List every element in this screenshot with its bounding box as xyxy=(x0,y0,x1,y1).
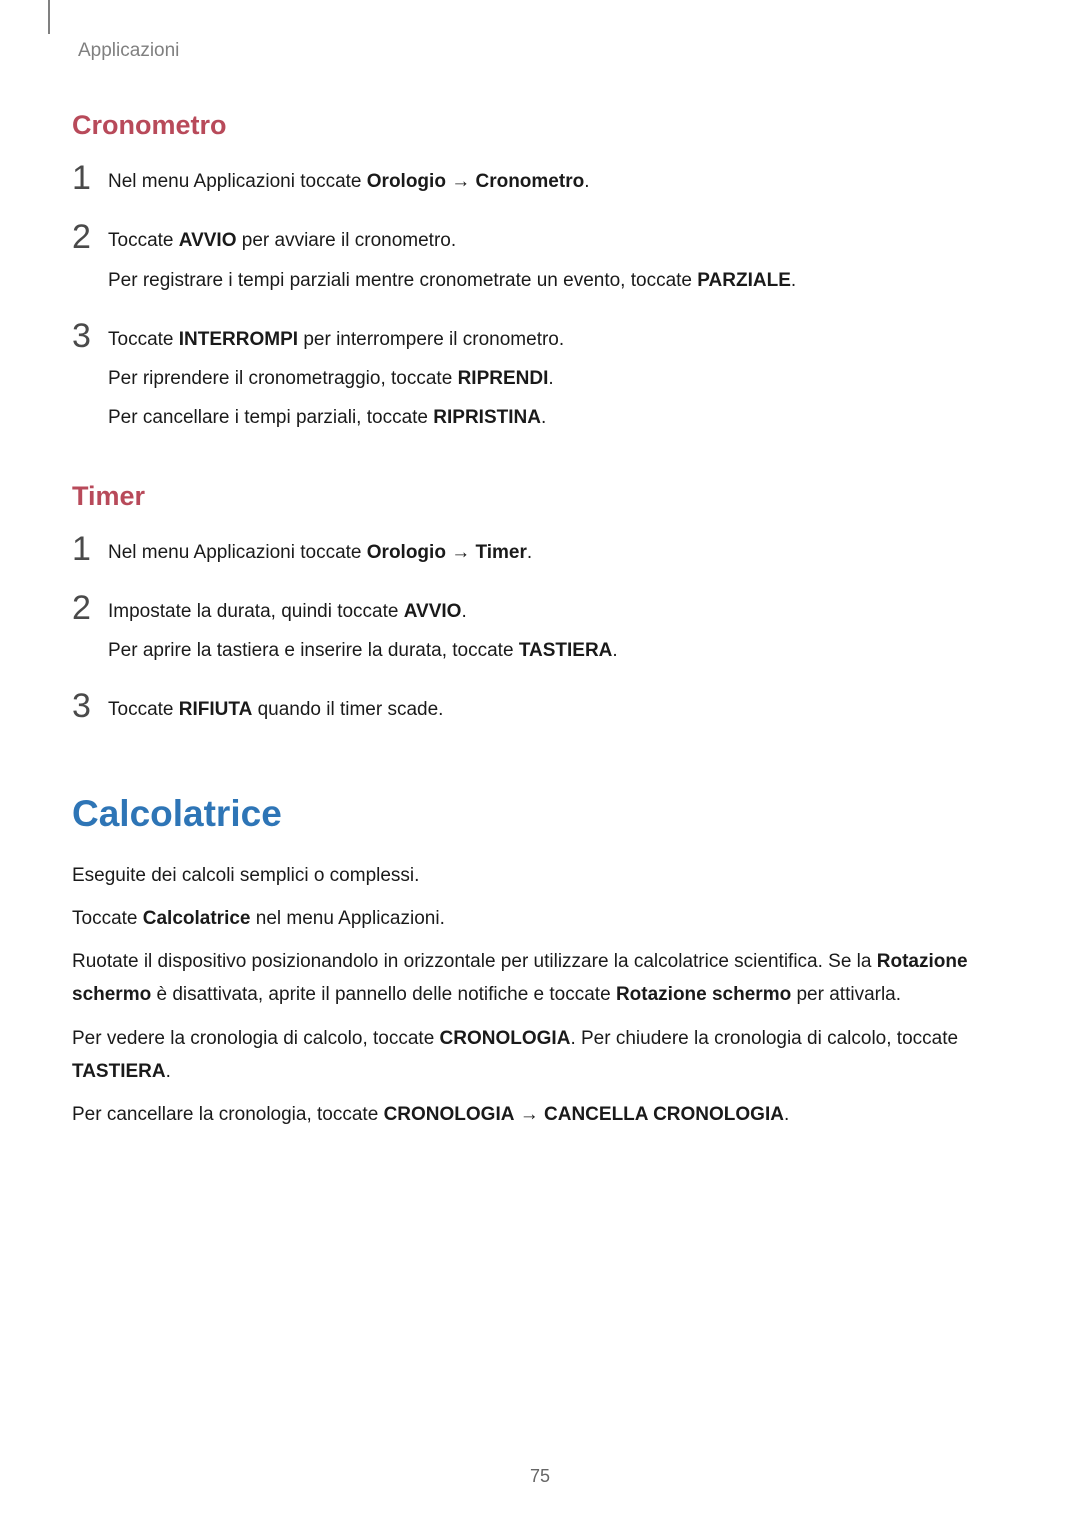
step-body: Toccate AVVIO per avviare il cronometro.… xyxy=(108,224,1008,303)
bold-term: AVVIO xyxy=(179,230,237,251)
section-heading-timer: Timer xyxy=(72,481,1008,512)
step-body: Impostate la durata, quindi toccate AVVI… xyxy=(108,595,1008,674)
bold-term: AVVIO xyxy=(404,601,462,622)
paragraph: Per vedere la cronologia di calcolo, toc… xyxy=(72,1022,1008,1089)
bold-term: Rotazione schermo xyxy=(616,984,791,1005)
bold-term: Orologio xyxy=(367,171,446,192)
bold-term: RIPRENDI xyxy=(458,368,549,389)
bold-term: CANCELLA CRONOLOGIA xyxy=(544,1104,784,1125)
step-number: 3 xyxy=(72,319,108,353)
step-line: Impostate la durata, quindi toccate AVVI… xyxy=(108,595,1008,628)
numbered-step: 2Toccate AVVIO per avviare il cronometro… xyxy=(72,224,1008,303)
paragraph: Per cancellare la cronologia, toccate CR… xyxy=(72,1098,1008,1131)
section-heading-cronometro: Cronometro xyxy=(72,110,1008,141)
section-timer-steps: 1Nel menu Applicazioni toccate Orologio … xyxy=(72,536,1008,733)
paragraph: Ruotate il dispositivo posizionandolo in… xyxy=(72,945,1008,1012)
numbered-step: 1Nel menu Applicazioni toccate Orologio … xyxy=(72,536,1008,575)
numbered-step: 3Toccate INTERROMPI per interrompere il … xyxy=(72,323,1008,441)
step-number: 1 xyxy=(72,532,108,566)
numbered-step: 2Impostate la durata, quindi toccate AVV… xyxy=(72,595,1008,674)
bold-term: PARZIALE xyxy=(697,270,791,291)
step-body: Nel menu Applicazioni toccate Orologio →… xyxy=(108,165,1008,204)
bold-term: Timer xyxy=(475,542,526,563)
step-line: Per cancellare i tempi parziali, toccate… xyxy=(108,401,1008,434)
numbered-step: 3Toccate RIFIUTA quando il timer scade. xyxy=(72,693,1008,732)
bold-term: INTERROMPI xyxy=(179,329,298,350)
page-body: Applicazioni Cronometro 1Nel menu Applic… xyxy=(0,0,1080,1131)
paragraph: Toccate Calcolatrice nel menu Applicazio… xyxy=(72,902,1008,935)
arrow: → xyxy=(446,542,476,563)
step-body: Nel menu Applicazioni toccate Orologio →… xyxy=(108,536,1008,575)
step-line: Toccate INTERROMPI per interrompere il c… xyxy=(108,323,1008,356)
section-calcolatrice-paras: Eseguite dei calcoli semplici o compless… xyxy=(72,859,1008,1132)
bold-term: Rotazione schermo xyxy=(72,951,968,1005)
step-line: Toccate AVVIO per avviare il cronometro. xyxy=(108,224,1008,257)
breadcrumb: Applicazioni xyxy=(78,40,1008,62)
step-number: 2 xyxy=(72,220,108,254)
numbered-step: 1Nel menu Applicazioni toccate Orologio … xyxy=(72,165,1008,204)
arrow: → xyxy=(446,171,476,192)
bold-term: Orologio xyxy=(367,542,446,563)
section-cronometro-steps: 1Nel menu Applicazioni toccate Orologio … xyxy=(72,165,1008,441)
step-line: Per registrare i tempi parziali mentre c… xyxy=(108,264,1008,297)
step-line: Nel menu Applicazioni toccate Orologio →… xyxy=(108,536,1008,569)
bold-term: RIFIUTA xyxy=(179,699,253,720)
step-line: Toccate RIFIUTA quando il timer scade. xyxy=(108,693,1008,726)
step-number: 2 xyxy=(72,591,108,625)
step-body: Toccate RIFIUTA quando il timer scade. xyxy=(108,693,1008,732)
page-number: 75 xyxy=(0,1466,1080,1487)
bold-term: TASTIERA xyxy=(72,1061,166,1082)
main-heading-calcolatrice: Calcolatrice xyxy=(72,793,1008,835)
bold-term: Cronometro xyxy=(475,171,584,192)
step-body: Toccate INTERROMPI per interrompere il c… xyxy=(108,323,1008,441)
bold-term: CRONOLOGIA xyxy=(384,1104,515,1125)
bold-term: Calcolatrice xyxy=(143,908,251,929)
paragraph: Eseguite dei calcoli semplici o compless… xyxy=(72,859,1008,892)
bold-term: CRONOLOGIA xyxy=(440,1028,571,1049)
bold-term: RIPRISTINA xyxy=(433,407,541,428)
step-line: Per riprendere il cronometraggio, toccat… xyxy=(108,362,1008,395)
step-line: Per aprire la tastiera e inserire la dur… xyxy=(108,634,1008,667)
bold-term: TASTIERA xyxy=(519,640,613,661)
step-number: 3 xyxy=(72,689,108,723)
step-number: 1 xyxy=(72,161,108,195)
step-line: Nel menu Applicazioni toccate Orologio →… xyxy=(108,165,1008,198)
